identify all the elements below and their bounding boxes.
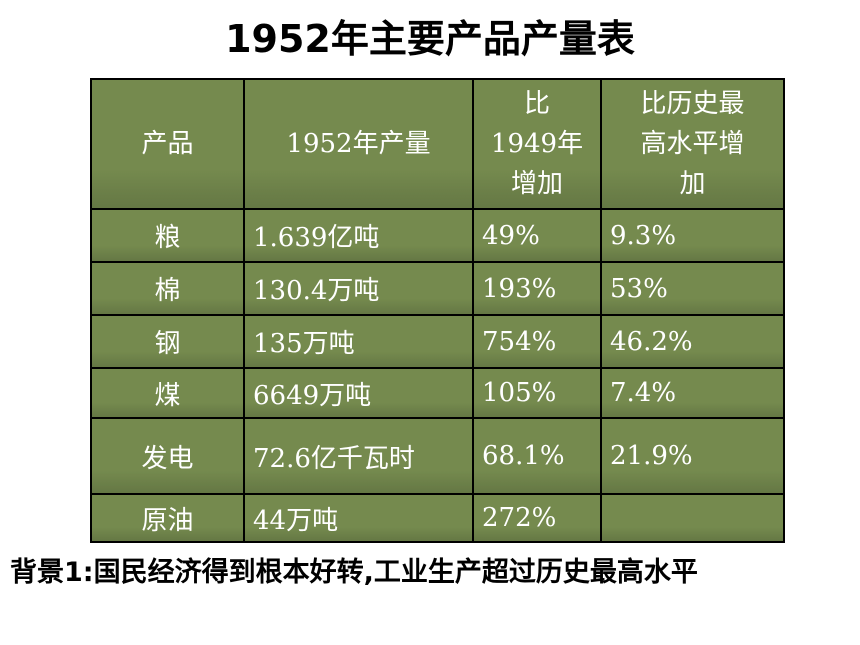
table-row: 煤 6649万吨 105% 7.4% — [90, 367, 785, 419]
cell-product: 发电 — [90, 417, 245, 495]
cell-vs-historic: 46.2% — [600, 314, 785, 369]
background-caption: 背景1:国民经济得到根本好转,工业生产超过历史最高水平 — [10, 557, 698, 588]
cell-vs-historic: 7.4% — [600, 367, 785, 419]
cell-vs-1949: 754% — [472, 314, 602, 369]
header-product: 产品 — [90, 78, 245, 210]
cell-vs-1949: 68.1% — [472, 417, 602, 495]
cell-product: 棉 — [90, 261, 245, 316]
header-line: 高水平增 — [640, 129, 745, 159]
table-row: 原油 44万吨 272% — [90, 493, 785, 543]
cell-vs-1949: 193% — [472, 261, 602, 316]
header-line: 加 — [679, 169, 706, 199]
cell-vs-1949: 49% — [472, 208, 602, 263]
table-row: 发电 72.6亿千瓦时 68.1% 21.9% — [90, 417, 785, 495]
table-row: 钢 135万吨 754% 46.2% — [90, 314, 785, 369]
cell-output: 135万吨 — [243, 314, 474, 369]
production-table: 产品 1952年产量 比 1949年 增加 比历史最 高水平增 加 粮 1.63… — [90, 78, 785, 543]
cell-output: 44万吨 — [243, 493, 474, 543]
header-output-1952: 1952年产量 — [243, 78, 474, 210]
table-row: 棉 130.4万吨 193% 53% — [90, 261, 785, 316]
cell-vs-1949: 105% — [472, 367, 602, 419]
cell-vs-historic: 53% — [600, 261, 785, 316]
header-vs-historic: 比历史最 高水平增 加 — [600, 78, 785, 210]
cell-vs-1949: 272% — [472, 493, 602, 543]
cell-product: 粮 — [90, 208, 245, 263]
cell-product: 原油 — [90, 493, 245, 543]
header-line: 1949年 — [490, 129, 584, 159]
cell-output: 72.6亿千瓦时 — [243, 417, 474, 495]
cell-product: 煤 — [90, 367, 245, 419]
header-line: 增加 — [510, 169, 563, 199]
table-row: 粮 1.639亿吨 49% 9.3% — [90, 208, 785, 263]
cell-output: 1.639亿吨 — [243, 208, 474, 263]
header-line: 1952年产量 — [286, 129, 431, 159]
cell-vs-historic — [600, 493, 785, 543]
table-header-row: 产品 1952年产量 比 1949年 增加 比历史最 高水平增 加 — [90, 78, 785, 210]
header-line: 比历史最 — [640, 89, 745, 119]
cell-output: 6649万吨 — [243, 367, 474, 419]
header-vs-1949: 比 1949年 增加 — [472, 78, 602, 210]
cell-product: 钢 — [90, 314, 245, 369]
cell-vs-historic: 9.3% — [600, 208, 785, 263]
cell-output: 130.4万吨 — [243, 261, 474, 316]
page-title: 1952年主要产品产量表 — [225, 17, 635, 61]
header-line: 比 — [523, 89, 550, 119]
header-line: 产品 — [141, 129, 194, 159]
cell-vs-historic: 21.9% — [600, 417, 785, 495]
